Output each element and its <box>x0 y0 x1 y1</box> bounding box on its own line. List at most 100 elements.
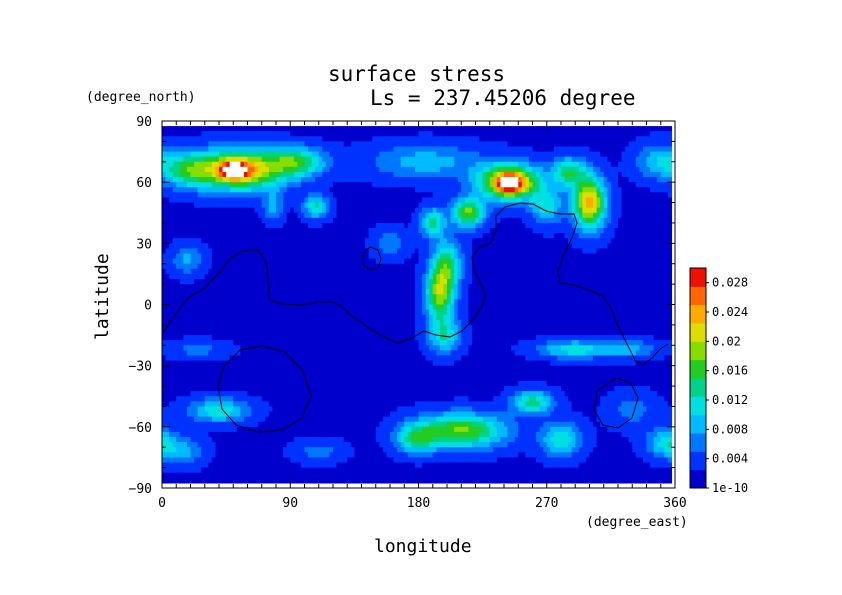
heatmap-cell <box>258 166 263 173</box>
heatmap-cell <box>582 197 587 204</box>
heatmap-cell <box>585 222 591 229</box>
heatmap-cell <box>621 177 626 183</box>
heatmap-cell <box>557 182 562 188</box>
heatmap-cell <box>411 222 416 229</box>
heatmap-cell <box>357 171 363 178</box>
heatmap-cell <box>585 268 591 275</box>
heatmap-cell <box>286 141 291 148</box>
heatmap-cell <box>318 253 323 260</box>
heatmap-cell <box>603 253 608 260</box>
heatmap-cell <box>286 131 291 137</box>
heatmap-cell <box>479 238 484 244</box>
heatmap-cell <box>183 228 188 234</box>
heatmap-cell <box>215 212 220 219</box>
heatmap-cell <box>539 279 544 285</box>
heatmap-cell <box>568 156 573 163</box>
heatmap-cell <box>436 192 441 199</box>
heatmap-cell <box>265 197 270 204</box>
heatmap-cell <box>325 182 331 188</box>
heatmap-cell <box>660 151 665 158</box>
heatmap-cell <box>165 233 170 239</box>
heatmap-cell <box>226 202 231 209</box>
heatmap-cell <box>236 156 241 163</box>
heatmap-cell <box>642 161 648 168</box>
heatmap-cell <box>354 258 359 265</box>
heatmap-cell <box>190 289 195 295</box>
heatmap-cell <box>229 131 234 137</box>
heatmap-cell <box>254 217 259 224</box>
heatmap-cell <box>194 222 199 229</box>
heatmap-cell <box>461 192 466 199</box>
heatmap-cell <box>660 222 665 229</box>
heatmap-cell <box>585 182 591 188</box>
heatmap-cell <box>585 126 591 132</box>
heatmap-cell <box>165 197 170 204</box>
heatmap-cell <box>304 202 309 209</box>
heatmap-cell <box>539 258 544 265</box>
heatmap-cell <box>514 161 519 168</box>
heatmap-cell <box>475 197 480 204</box>
heatmap-cell <box>322 268 327 275</box>
heatmap-cell <box>382 268 388 275</box>
heatmap-cell <box>422 228 427 234</box>
heatmap-cell <box>539 238 544 244</box>
heatmap-cell <box>365 171 370 178</box>
heatmap-cell <box>650 268 655 275</box>
heatmap-cell <box>304 161 309 168</box>
heatmap-cell <box>350 207 355 214</box>
heatmap-cell <box>593 141 598 148</box>
heatmap-cell <box>471 177 477 183</box>
heatmap-cell <box>361 212 366 219</box>
heatmap-cell <box>479 161 484 168</box>
heatmap-cell <box>486 156 491 163</box>
heatmap-cell <box>172 146 177 153</box>
heatmap-cell <box>432 182 437 188</box>
heatmap-cell <box>575 166 580 173</box>
heatmap-cell <box>635 171 640 178</box>
heatmap-cell <box>429 126 434 132</box>
heatmap-cell <box>165 171 170 178</box>
heatmap-cell <box>365 228 370 234</box>
heatmap-cell <box>261 202 266 209</box>
heatmap-cell <box>546 182 551 188</box>
heatmap-cell <box>243 243 249 250</box>
heatmap-cell <box>272 136 277 142</box>
heatmap-cell <box>568 294 573 301</box>
heatmap-cell <box>414 253 420 260</box>
heatmap-cell <box>293 146 298 153</box>
heatmap-cell <box>407 161 412 168</box>
heatmap-cell <box>600 253 605 260</box>
heatmap-cell <box>279 294 284 301</box>
heatmap-cell <box>236 228 241 234</box>
heatmap-cell <box>382 126 388 132</box>
heatmap-cell <box>479 289 484 295</box>
heatmap-cell <box>201 253 206 260</box>
heatmap-cell <box>190 228 195 234</box>
heatmap-cell <box>632 268 637 275</box>
heatmap-cell <box>247 136 252 142</box>
heatmap-cell <box>368 238 373 244</box>
heatmap-cell <box>504 187 509 193</box>
heatmap-cell <box>400 263 405 270</box>
heatmap-cell <box>546 202 551 209</box>
heatmap-cell <box>625 156 630 163</box>
heatmap-cell <box>254 192 259 199</box>
heatmap-cell <box>582 156 587 163</box>
heatmap-cell <box>311 253 316 260</box>
heatmap-cell <box>354 131 359 137</box>
heatmap-cell <box>169 212 174 219</box>
heatmap-cell <box>653 243 658 250</box>
heatmap-cell <box>258 217 263 224</box>
heatmap-cell <box>329 217 334 224</box>
heatmap-cell <box>571 212 576 219</box>
heatmap-cell <box>194 279 199 285</box>
heatmap-cell <box>575 238 580 244</box>
heatmap-cell <box>190 126 195 132</box>
heatmap-cell <box>521 197 526 204</box>
heatmap-cell <box>468 126 473 132</box>
heatmap-cell <box>553 136 559 142</box>
heatmap-cell <box>504 233 509 239</box>
heatmap-cell <box>357 222 363 229</box>
heatmap-cell <box>219 136 224 142</box>
heatmap-cell <box>226 126 231 132</box>
